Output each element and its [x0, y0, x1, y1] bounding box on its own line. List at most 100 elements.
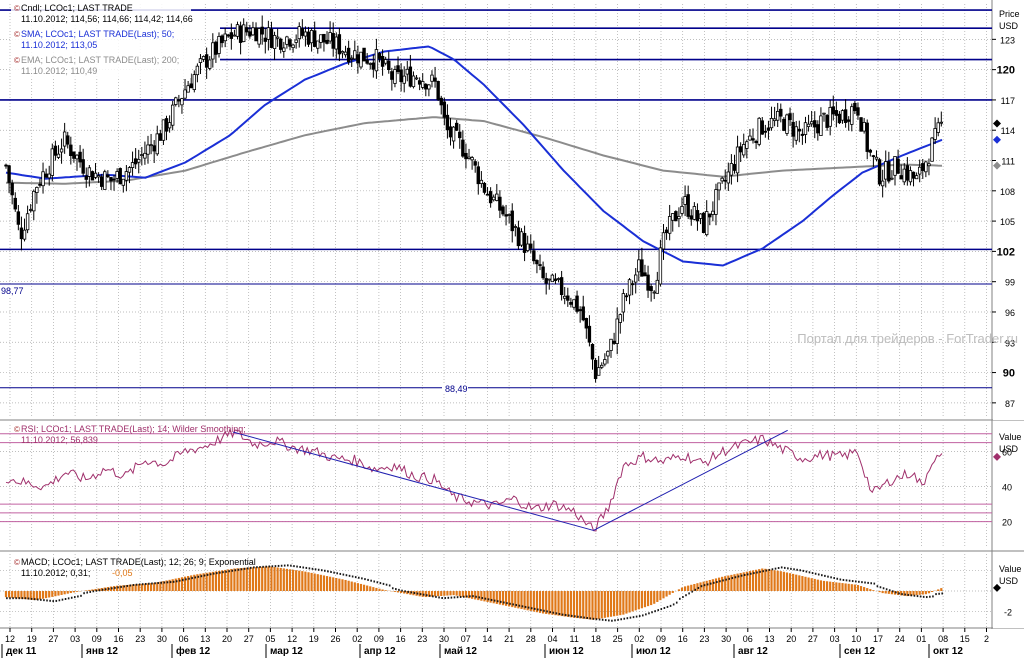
candle-body — [316, 40, 320, 49]
macd-legend-icon: © — [14, 558, 20, 567]
candle-body — [936, 122, 940, 133]
candle-body — [235, 24, 240, 37]
candle-body — [201, 56, 206, 60]
ema-last-marker — [993, 161, 1001, 170]
candle-body — [408, 66, 413, 87]
candle-body — [263, 37, 267, 42]
candle-body — [862, 121, 866, 132]
candle-body — [260, 26, 264, 35]
rsi-line — [5, 427, 943, 532]
candle-body — [90, 171, 95, 181]
time-day-label: 06 — [179, 634, 189, 644]
candle-body — [711, 210, 715, 215]
candle-body — [146, 144, 150, 155]
candle-body — [488, 191, 493, 204]
candle-body — [615, 318, 619, 344]
candle-body — [374, 49, 379, 72]
candle-body — [365, 60, 369, 64]
candle-body — [738, 146, 743, 153]
price-tick-label: 90 — [1003, 368, 1015, 380]
candle-body — [800, 133, 805, 136]
candle-body — [887, 161, 891, 182]
price-axis-bg — [993, 0, 1024, 420]
time-day-label: 28 — [526, 634, 536, 644]
candle-body — [208, 59, 212, 69]
candle-body — [538, 264, 542, 266]
candle-body — [498, 196, 502, 211]
time-day-label: 12 — [5, 634, 15, 644]
candle-body — [473, 161, 477, 166]
candle-body — [291, 44, 295, 49]
candle-body — [328, 32, 332, 42]
candle-body — [911, 171, 916, 179]
time-day-label: 18 — [591, 634, 601, 644]
time-day-label: 13 — [200, 634, 210, 644]
candle-body — [44, 173, 48, 178]
candle-body — [831, 106, 835, 115]
time-day-label: 17 — [873, 634, 883, 644]
candle-body — [834, 110, 839, 116]
candle-body — [544, 278, 548, 284]
rsi-axis-title: Value — [999, 432, 1021, 442]
candle-body — [643, 272, 647, 277]
candle-body — [220, 35, 224, 44]
candle-body — [853, 102, 857, 112]
candle-body — [16, 211, 21, 225]
candle-body — [655, 279, 660, 294]
candle-body — [41, 171, 45, 187]
macd-legend: © MACD; LCOc1; LAST TRADE(Last); 12; 26;… — [14, 557, 256, 578]
rsi-axis-unit: USD — [999, 444, 1019, 454]
candle-body — [723, 179, 727, 182]
candle-body — [763, 130, 768, 133]
candle-body — [19, 227, 24, 240]
candle-body — [701, 212, 706, 233]
time-day-label: 09 — [374, 634, 384, 644]
candle-body — [893, 156, 897, 176]
candle-body — [917, 166, 922, 175]
candle-body — [195, 65, 200, 76]
macd-axis-title: Value — [999, 564, 1021, 574]
candle-body — [158, 133, 163, 141]
candle-body — [377, 53, 382, 59]
candle-body — [590, 344, 595, 360]
candle-body — [652, 291, 656, 294]
candle-body — [519, 231, 524, 246]
candle-body — [575, 295, 579, 312]
candle-body — [522, 233, 527, 253]
candle-body — [553, 278, 558, 282]
candle-body — [294, 39, 298, 43]
macd-tick-label: -2 — [1004, 608, 1012, 618]
candle-body — [38, 183, 42, 186]
legend-cndl: Cndl; LCOc1; LAST TRADE — [21, 3, 133, 13]
time-day-label: 30 — [439, 634, 449, 644]
candle-body — [161, 119, 166, 141]
candle-body — [782, 118, 786, 131]
candle-body — [581, 306, 585, 321]
candle-body — [133, 158, 138, 165]
candle-body — [137, 158, 141, 163]
candle-body — [32, 190, 36, 212]
time-month-label: авг 12 — [738, 646, 768, 657]
candle-body — [167, 122, 172, 129]
time-month-label: дек 11 — [6, 646, 37, 657]
sma-50-line — [5, 45, 943, 267]
candle-body — [627, 279, 632, 296]
candle-body — [399, 69, 403, 83]
candle-body — [62, 131, 67, 147]
candle-body — [890, 177, 894, 180]
rsi-legend-text: RSI; LCOc1; LAST TRADE(Last); 14; Wilder… — [21, 424, 246, 434]
time-day-label: 03 — [830, 634, 840, 644]
candle-body — [606, 350, 610, 357]
legend-cndl-values: 11.10.2012; 114,56; 114,66; 114,42; 114,… — [21, 14, 193, 24]
candle-body — [155, 133, 159, 155]
candle-body — [578, 309, 582, 312]
time-day-label: 08 — [938, 634, 948, 644]
time-day-label: 24 — [895, 634, 905, 644]
candle-body — [405, 68, 409, 75]
time-day-label: 2 — [984, 634, 989, 644]
candle-body — [664, 229, 669, 234]
candle-body — [902, 168, 906, 183]
time-day-label: 19 — [309, 634, 319, 644]
last-price-marker — [993, 119, 1001, 128]
